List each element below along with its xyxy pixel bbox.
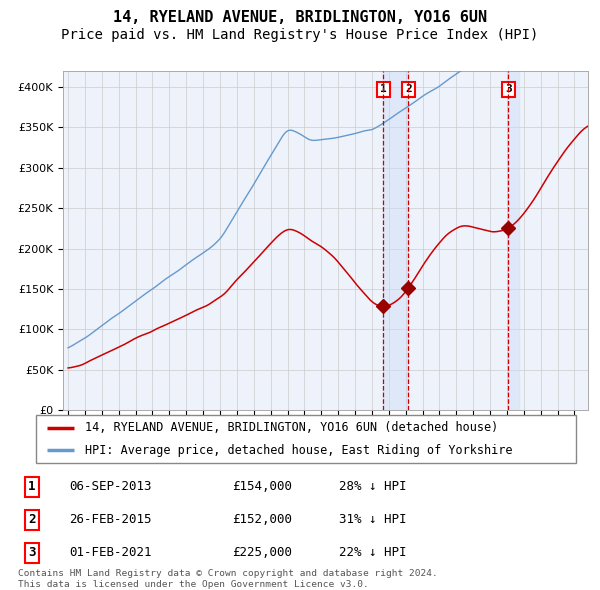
Text: 31% ↓ HPI: 31% ↓ HPI [340,513,407,526]
FancyBboxPatch shape [36,415,576,463]
Text: 14, RYELAND AVENUE, BRIDLINGTON, YO16 6UN: 14, RYELAND AVENUE, BRIDLINGTON, YO16 6U… [113,10,487,25]
Text: 01-FEB-2021: 01-FEB-2021 [69,546,151,559]
Text: £154,000: £154,000 [232,480,292,493]
Text: 26-FEB-2015: 26-FEB-2015 [69,513,151,526]
Text: 28% ↓ HPI: 28% ↓ HPI [340,480,407,493]
Text: Contains HM Land Registry data © Crown copyright and database right 2024.
This d: Contains HM Land Registry data © Crown c… [18,569,438,589]
Text: 3: 3 [505,84,512,94]
Text: 2: 2 [28,513,36,526]
Text: 1: 1 [380,84,387,94]
Text: Price paid vs. HM Land Registry's House Price Index (HPI): Price paid vs. HM Land Registry's House … [61,28,539,42]
Text: 14, RYELAND AVENUE, BRIDLINGTON, YO16 6UN (detached house): 14, RYELAND AVENUE, BRIDLINGTON, YO16 6U… [85,421,498,434]
Text: 1: 1 [28,480,36,493]
Text: HPI: Average price, detached house, East Riding of Yorkshire: HPI: Average price, detached house, East… [85,444,512,457]
Text: 2: 2 [405,84,412,94]
Bar [508,71,518,410]
Bar [383,71,409,410]
Text: 06-SEP-2013: 06-SEP-2013 [69,480,151,493]
Text: £225,000: £225,000 [232,546,292,559]
Text: 22% ↓ HPI: 22% ↓ HPI [340,546,407,559]
Text: £152,000: £152,000 [232,513,292,526]
Text: 3: 3 [28,546,36,559]
